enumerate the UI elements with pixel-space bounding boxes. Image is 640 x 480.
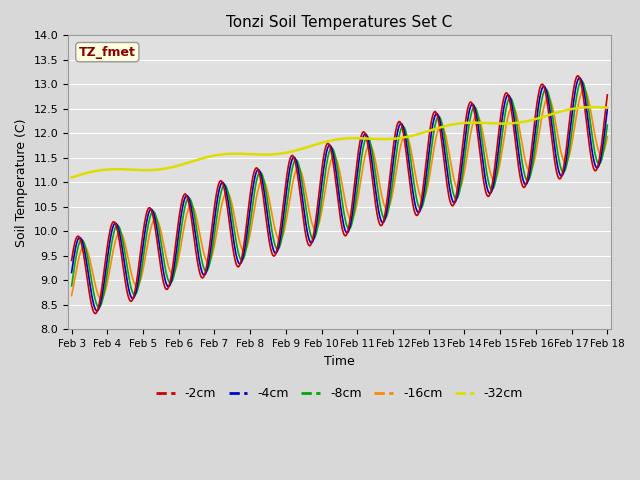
-8cm bbox=[77, 237, 85, 243]
-2cm bbox=[68, 257, 76, 263]
-8cm bbox=[405, 146, 413, 152]
-2cm bbox=[216, 179, 224, 184]
-4cm bbox=[77, 236, 85, 242]
-8cm bbox=[421, 193, 429, 199]
-4cm bbox=[421, 183, 429, 189]
-16cm bbox=[97, 296, 105, 301]
-32cm bbox=[77, 172, 85, 178]
-2cm bbox=[133, 275, 141, 281]
Line: -16cm: -16cm bbox=[72, 89, 607, 299]
-16cm bbox=[68, 293, 76, 299]
-8cm bbox=[577, 78, 585, 84]
-4cm bbox=[93, 308, 100, 314]
-32cm bbox=[604, 105, 611, 110]
-16cm bbox=[580, 86, 588, 92]
-16cm bbox=[77, 247, 85, 252]
Line: -8cm: -8cm bbox=[72, 81, 607, 307]
-2cm bbox=[573, 73, 581, 79]
-16cm bbox=[216, 211, 224, 217]
-2cm bbox=[92, 311, 99, 316]
-32cm bbox=[215, 152, 223, 157]
-32cm bbox=[420, 130, 428, 135]
Legend: -2cm, -4cm, -8cm, -16cm, -32cm: -2cm, -4cm, -8cm, -16cm, -32cm bbox=[151, 383, 528, 406]
Title: Tonzi Soil Temperatures Set C: Tonzi Soil Temperatures Set C bbox=[227, 15, 452, 30]
Y-axis label: Soil Temperature (C): Soil Temperature (C) bbox=[15, 118, 28, 247]
-2cm bbox=[188, 216, 195, 222]
-2cm bbox=[604, 92, 611, 98]
-8cm bbox=[68, 283, 76, 288]
-16cm bbox=[188, 203, 195, 208]
-32cm bbox=[68, 175, 76, 180]
-8cm bbox=[133, 288, 141, 294]
Text: TZ_fmet: TZ_fmet bbox=[79, 46, 136, 59]
-4cm bbox=[188, 206, 195, 212]
-16cm bbox=[405, 139, 413, 145]
-32cm bbox=[187, 159, 195, 165]
X-axis label: Time: Time bbox=[324, 355, 355, 368]
-32cm bbox=[132, 167, 140, 173]
-2cm bbox=[421, 171, 429, 177]
-32cm bbox=[589, 104, 596, 110]
-4cm bbox=[604, 107, 611, 112]
-16cm bbox=[604, 134, 611, 140]
-16cm bbox=[421, 194, 429, 200]
-32cm bbox=[404, 134, 412, 140]
-8cm bbox=[604, 122, 611, 128]
-2cm bbox=[405, 175, 413, 180]
-16cm bbox=[133, 283, 141, 289]
-8cm bbox=[188, 200, 195, 205]
Line: -32cm: -32cm bbox=[72, 107, 607, 178]
-4cm bbox=[133, 284, 141, 289]
-2cm bbox=[77, 240, 85, 246]
-8cm bbox=[216, 195, 224, 201]
-4cm bbox=[68, 270, 76, 276]
-8cm bbox=[95, 304, 103, 310]
-4cm bbox=[576, 75, 584, 81]
Line: -4cm: -4cm bbox=[72, 78, 607, 311]
Line: -2cm: -2cm bbox=[72, 76, 607, 313]
-4cm bbox=[405, 160, 413, 166]
-4cm bbox=[216, 184, 224, 190]
